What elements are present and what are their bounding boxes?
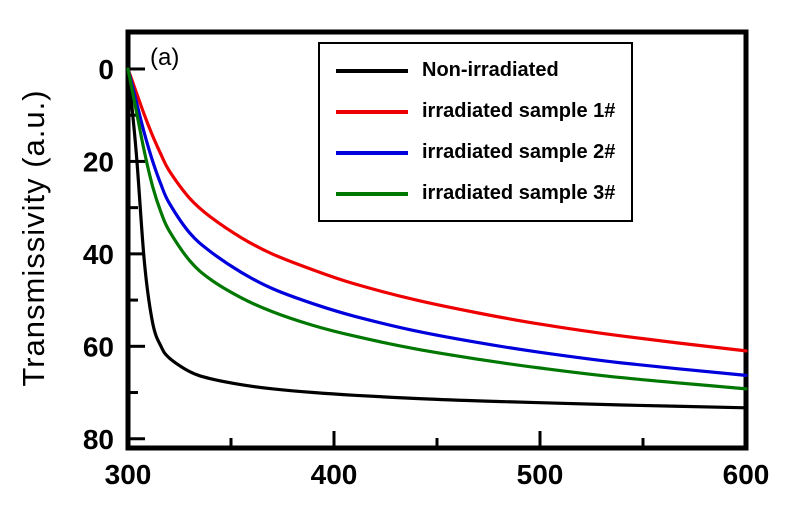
legend-item: Non-irradiated (336, 54, 615, 87)
series-line-1 (126, 67, 748, 353)
legend-item: irradiated sample 1# (336, 95, 615, 128)
y-axis-title: Transmissivity (a.u.) (16, 89, 51, 387)
legend-swatch (336, 191, 408, 196)
panel-annotation: (a) (150, 44, 180, 71)
series-line-0 (126, 67, 748, 410)
legend: Non-irradiated irradiated sample 1# irradi… (318, 42, 634, 222)
y-tick-label: 0 (98, 54, 114, 85)
x-tick-label: 500 (517, 459, 564, 490)
x-tick-label: 400 (311, 459, 358, 490)
y-tick-label: 80 (83, 424, 114, 455)
legend-swatch (336, 68, 408, 73)
legend-label: irradiated sample 1# (422, 100, 616, 122)
y-tick-label: 40 (83, 239, 114, 270)
plot-frame (125, 29, 749, 451)
legend-item: irradiated sample 3# (336, 177, 615, 210)
series-line-3 (126, 67, 748, 391)
x-tick-label: 600 (723, 459, 770, 490)
legend-swatch (336, 150, 408, 155)
legend-item: irradiated sample 2# (336, 136, 615, 169)
legend-swatch (336, 109, 408, 114)
x-tick-label: 300 (105, 459, 152, 490)
legend-label: irradiated sample 3# (422, 182, 616, 204)
series-line-2 (126, 67, 748, 377)
legend-label: irradiated sample 2# (422, 141, 616, 163)
y-tick-label: 60 (83, 331, 114, 362)
legend-label: Non-irradiated (422, 59, 559, 81)
y-tick-label: 20 (83, 146, 114, 177)
